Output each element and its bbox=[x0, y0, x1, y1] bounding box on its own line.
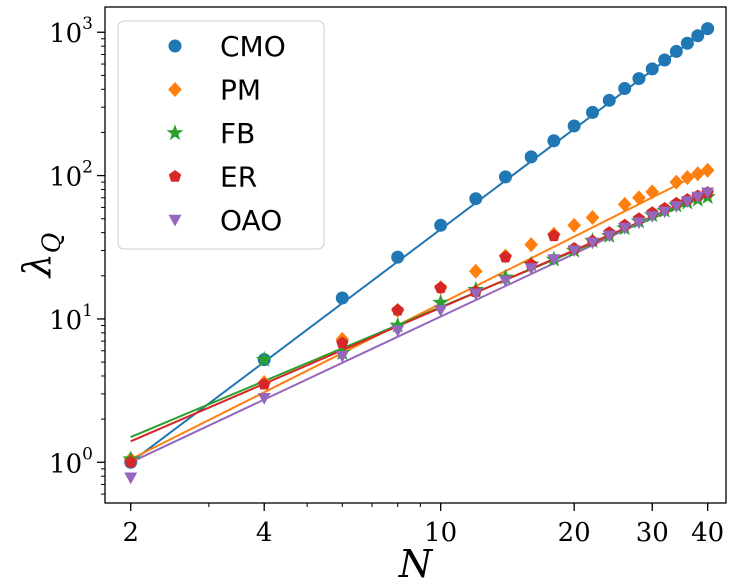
point-pm bbox=[567, 217, 581, 233]
point-oao bbox=[680, 196, 694, 208]
point-pm bbox=[468, 263, 483, 279]
point-cmo bbox=[547, 134, 561, 148]
point-pm bbox=[645, 184, 660, 200]
legend-label-cmo: CMO bbox=[220, 30, 286, 63]
point-oao bbox=[618, 222, 632, 235]
point-oao bbox=[632, 217, 646, 230]
point-fb bbox=[389, 316, 407, 333]
point-cmo bbox=[524, 150, 538, 164]
y-tick-label: 100 bbox=[49, 444, 93, 479]
svg-text:λQ: λQ bbox=[15, 233, 66, 280]
legend-item-fb: FB bbox=[166, 117, 255, 150]
point-er bbox=[336, 336, 349, 349]
point-pm bbox=[585, 210, 600, 225]
point-oao bbox=[124, 472, 138, 485]
legend-item-oao: OAO bbox=[168, 204, 282, 237]
axis-ticks: 2 4 10 20 30 40 100 101 102 103 bbox=[49, 14, 724, 548]
point-pm bbox=[617, 196, 632, 212]
point-er bbox=[499, 250, 512, 263]
point-oao bbox=[434, 305, 448, 317]
point-fb bbox=[255, 350, 273, 367]
point-oao bbox=[547, 254, 561, 266]
point-oao bbox=[257, 392, 271, 405]
y-tick-label: 103 bbox=[49, 14, 93, 49]
point-oao bbox=[586, 237, 600, 250]
point-oao bbox=[701, 187, 715, 200]
point-cmo bbox=[391, 250, 405, 264]
point-cmo bbox=[691, 29, 705, 43]
y-axis-title-main: λ bbox=[15, 253, 59, 279]
y-axis-title-subscript: Q bbox=[37, 233, 66, 254]
point-oao bbox=[391, 325, 405, 338]
point-pm bbox=[700, 162, 715, 178]
point-cmo bbox=[335, 291, 349, 305]
x-tick-label: 4 bbox=[256, 518, 273, 548]
point-cmo bbox=[567, 119, 581, 133]
point-er bbox=[124, 455, 137, 468]
x-tick-label: 30 bbox=[636, 518, 669, 548]
y-tick-label: 101 bbox=[49, 301, 93, 336]
point-er bbox=[434, 281, 447, 294]
legend-box bbox=[117, 20, 325, 250]
point-cmo bbox=[602, 93, 616, 107]
legend-marker-pm bbox=[168, 82, 182, 97]
point-cmo bbox=[618, 82, 632, 96]
point-oao bbox=[567, 245, 581, 258]
legend-item-cmo: CMO bbox=[168, 30, 286, 63]
point-cmo bbox=[669, 44, 683, 58]
legend-label-fb: FB bbox=[220, 117, 255, 150]
point-pm bbox=[632, 190, 646, 206]
point-er bbox=[547, 229, 561, 242]
legend-marker-cmo bbox=[168, 39, 182, 53]
point-cmo bbox=[434, 218, 448, 232]
point-oao bbox=[669, 201, 683, 213]
legend-marker-oao bbox=[168, 214, 182, 227]
point-fb bbox=[432, 293, 450, 310]
legend-item-pm: PM bbox=[168, 74, 261, 107]
point-pm bbox=[524, 237, 539, 253]
data-points bbox=[122, 22, 716, 485]
point-oao bbox=[524, 263, 538, 275]
plot-frame bbox=[104, 6, 727, 504]
point-cmo bbox=[498, 170, 512, 184]
y-axis-title: λQ bbox=[15, 233, 66, 280]
point-er bbox=[258, 377, 271, 390]
point-oao bbox=[469, 288, 483, 301]
legend-label-er: ER bbox=[220, 161, 257, 194]
series-oao bbox=[124, 187, 715, 485]
point-oao bbox=[645, 211, 659, 223]
point-cmo bbox=[658, 53, 672, 67]
point-cmo bbox=[469, 192, 483, 206]
point-oao bbox=[691, 191, 705, 204]
x-tick-label: 10 bbox=[424, 518, 457, 548]
legend-marker-er bbox=[168, 170, 182, 182]
point-cmo bbox=[680, 36, 694, 50]
point-oao bbox=[498, 275, 512, 288]
legend-label-pm: PM bbox=[220, 74, 261, 107]
x-tick-label: 40 bbox=[691, 518, 724, 548]
point-pm bbox=[680, 170, 695, 185]
legend-marker-fb bbox=[166, 124, 184, 141]
point-er bbox=[391, 303, 404, 316]
point-oao bbox=[658, 206, 672, 219]
point-oao bbox=[602, 230, 616, 243]
legend-label-oao: OAO bbox=[220, 204, 282, 237]
point-pm bbox=[669, 174, 684, 190]
fit-line-pm bbox=[130, 168, 709, 461]
x-axis-title: N bbox=[398, 542, 434, 586]
x-tick-label: 20 bbox=[558, 518, 591, 548]
point-cmo bbox=[645, 62, 659, 76]
point-cmo bbox=[701, 22, 715, 36]
point-cmo bbox=[586, 105, 600, 119]
legend: CMO PM FB ER OAO bbox=[117, 20, 325, 250]
legend-item-er: ER bbox=[168, 161, 257, 194]
x-tick-label: 2 bbox=[122, 518, 139, 548]
point-cmo bbox=[632, 72, 646, 86]
y-tick-label: 102 bbox=[49, 158, 93, 193]
point-oao bbox=[335, 350, 349, 363]
